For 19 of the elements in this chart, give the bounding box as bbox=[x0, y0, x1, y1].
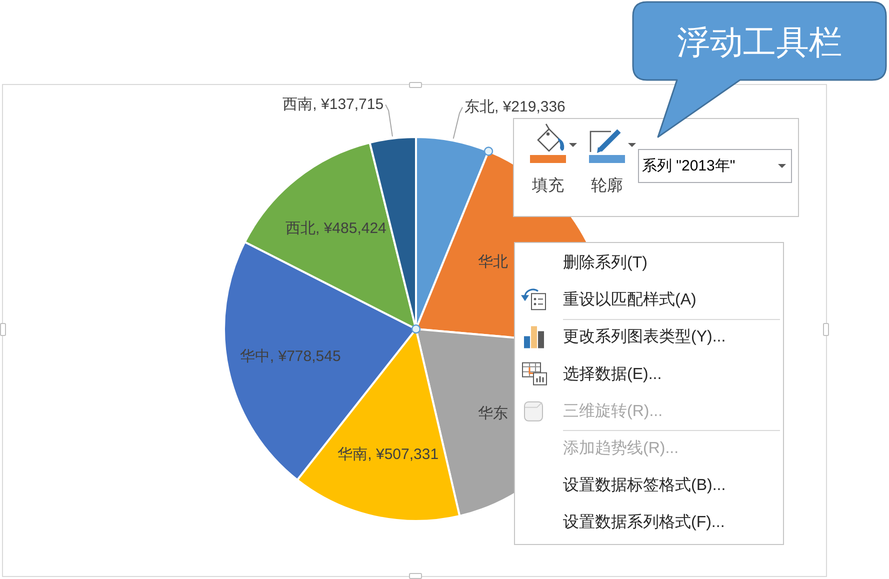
slice-label: 华北 bbox=[478, 254, 508, 270]
text: 填充 bbox=[531, 176, 564, 194]
slice-label: 华中, ¥778,545 bbox=[240, 348, 341, 366]
slice-label: 华南, ¥507,331 bbox=[338, 446, 439, 464]
text: 添加趋势线(R)... bbox=[563, 439, 679, 457]
slice-label: 西南, ¥137,715 bbox=[282, 96, 384, 114]
slice-label: 西北, ¥485,424 bbox=[285, 220, 386, 237]
text: 设置数据标签格式(B)... bbox=[563, 476, 726, 494]
text: 选择数据(E)... bbox=[563, 364, 662, 383]
text: 设置数据系列格式(F)... bbox=[563, 513, 725, 532]
text: 更改系列图表类型(Y)... bbox=[563, 328, 726, 346]
text: 系列 "2013年" bbox=[642, 158, 736, 174]
text: 三维旋转(R)... bbox=[563, 402, 663, 420]
text: 轮廓 bbox=[591, 176, 623, 194]
text: 重设以匹配样式(A) bbox=[563, 290, 696, 309]
text: 浮动工具栏 bbox=[677, 24, 842, 60]
text: 删除系列(T) bbox=[563, 254, 648, 272]
slice-label: 东北, ¥219,336 bbox=[464, 98, 566, 116]
slice-label: 华东 bbox=[478, 404, 508, 422]
